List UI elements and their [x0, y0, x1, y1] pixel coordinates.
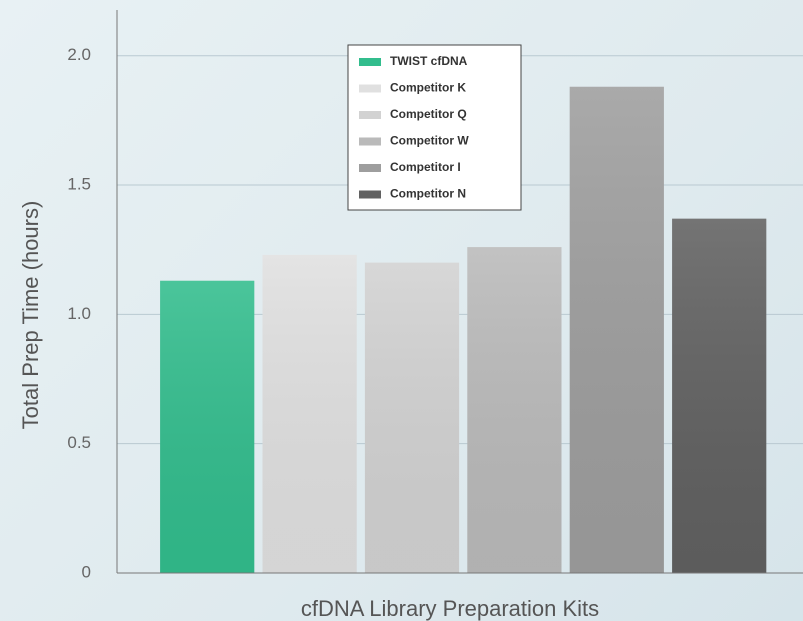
bar-shade [467, 247, 562, 574]
bar-shade [569, 86, 664, 573]
legend-box [347, 44, 522, 211]
legend-swatch [359, 111, 381, 119]
legend-swatch [359, 84, 381, 93]
y-axis-label: Total Prep Time (hours) [18, 201, 43, 430]
y-tick-label: 1.0 [67, 304, 91, 323]
legend-label: TWIST cfDNA [390, 54, 468, 68]
bar-shade [672, 218, 767, 573]
x-axis-label: cfDNA Library Preparation Kits [301, 596, 599, 621]
legend-swatch [359, 164, 381, 172]
y-tick-label: 2.0 [67, 45, 91, 64]
y-tick-label: 0 [82, 562, 91, 581]
legend-label: Competitor W [390, 134, 469, 148]
bar-shade [262, 254, 357, 574]
legend-label: Competitor Q [390, 107, 467, 121]
legend-swatch [359, 137, 381, 146]
y-tick-label: 1.5 [67, 175, 91, 194]
legend-label: Competitor I [390, 160, 461, 174]
y-tick-label: 0.5 [67, 433, 91, 452]
bar-shade [364, 262, 460, 573]
legend-label: Competitor K [390, 81, 466, 95]
legend-swatch [359, 58, 381, 66]
legend-swatch [359, 190, 381, 199]
bar-shade [160, 280, 255, 573]
legend-label: Competitor N [390, 187, 466, 201]
